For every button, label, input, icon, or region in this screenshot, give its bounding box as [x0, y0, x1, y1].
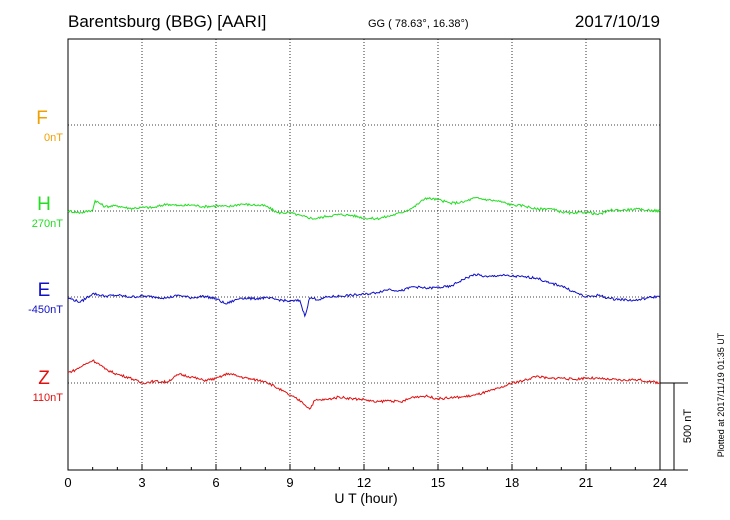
- x-tick-label-3: 3: [138, 475, 145, 490]
- scale-bar: 500 nT: [660, 382, 694, 471]
- baseline-label-e: -450nT: [28, 304, 63, 316]
- x-axis-label: U T (hour): [334, 490, 397, 506]
- series-line-z: [67, 359, 660, 410]
- station-title: Barentsburg (BBG) [AARI]: [68, 12, 266, 31]
- x-tick-label-18: 18: [505, 475, 519, 490]
- series-line-h: [67, 196, 661, 221]
- x-tick-label-15: 15: [431, 475, 445, 490]
- station-coordinates: GG ( 78.63°, 16.38°): [368, 18, 469, 30]
- channel-labels: F 0nT H 270nT E -450nT Z 110nT: [28, 108, 63, 404]
- baseline-label-f: 0nT: [44, 132, 63, 144]
- x-tick-label-12: 12: [357, 475, 371, 490]
- x-tick-label-9: 9: [286, 475, 293, 490]
- baseline-label-z: 110nT: [33, 392, 64, 404]
- x-axis: 0 3 6 9 12 15 18 21 24: [64, 464, 667, 490]
- series-label-z: Z: [38, 368, 50, 389]
- x-tick-label-24: 24: [653, 475, 667, 490]
- scale-bar-label: 500 nT: [682, 409, 694, 444]
- x-tick-label-21: 21: [579, 475, 593, 490]
- grid-lines: [68, 39, 660, 470]
- baseline-label-h: 270nT: [32, 218, 63, 230]
- series-label-h: H: [37, 194, 51, 215]
- x-tick-label-6: 6: [212, 475, 219, 490]
- data-traces: [67, 196, 661, 410]
- chart-date: 2017/10/19: [575, 12, 660, 31]
- plotted-at-note: Plotted at 2017/11/19 01:35 UT: [716, 332, 726, 457]
- series-label-f: F: [36, 108, 48, 129]
- series-line-e: [67, 273, 661, 318]
- x-tick-label-0: 0: [64, 475, 71, 490]
- series-label-e: E: [38, 280, 51, 301]
